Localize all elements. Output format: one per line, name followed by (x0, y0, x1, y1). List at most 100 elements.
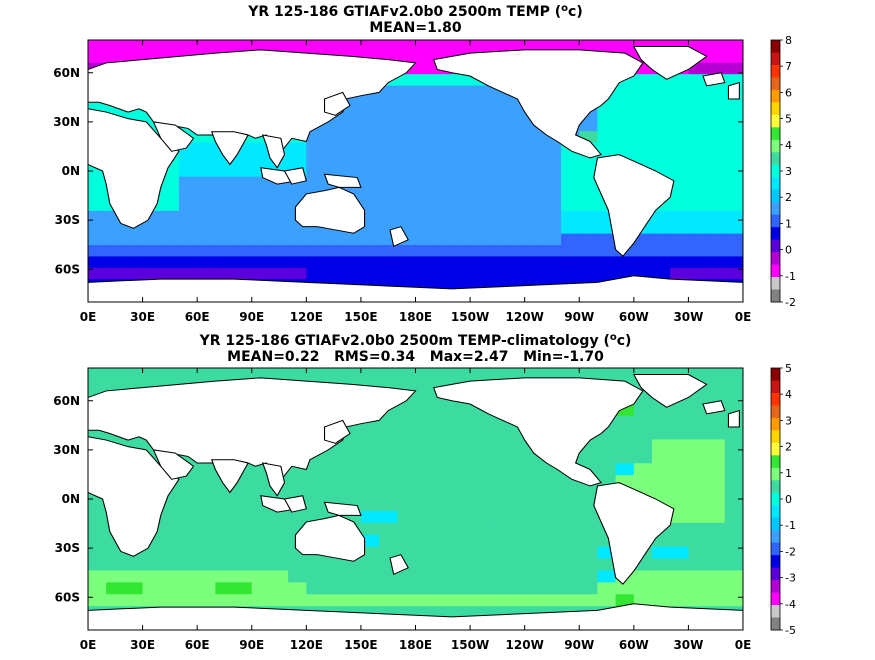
heatmap-cell (379, 199, 398, 212)
heatmap-cell (615, 463, 635, 476)
heatmap-cell (615, 415, 635, 429)
colorbar-tick-label: 8 (785, 34, 792, 47)
heatmap-cell (415, 165, 435, 178)
heatmap-cell (579, 176, 599, 189)
heatmap-cell (688, 451, 708, 464)
heatmap-cell (488, 153, 508, 166)
colorbar: 8 7 6 5 4 3 2 1 0 -1 -2 (770, 34, 796, 309)
heatmap-cell (433, 546, 453, 560)
heatmap-cell (197, 142, 216, 155)
heatmap-cell (306, 153, 326, 166)
heatmap-cell (197, 499, 216, 512)
heatmap-cell (160, 267, 180, 280)
heatmap-cell (451, 499, 471, 512)
heatmap-cell (470, 415, 489, 429)
x-tick-label: 150W (451, 638, 489, 652)
heatmap-cell (360, 165, 380, 178)
heatmap-cell (633, 475, 653, 488)
heatmap-cell (652, 267, 671, 280)
heatmap-cell (415, 119, 435, 132)
heatmap-cell (88, 51, 107, 64)
heatmap-cell (724, 391, 743, 405)
colorbar-swatch (771, 592, 780, 606)
heatmap-cell (233, 499, 253, 512)
heatmap-cell (488, 594, 508, 607)
heatmap-cell (633, 108, 653, 121)
heatmap-cell (688, 403, 708, 417)
heatmap-cell (488, 499, 508, 512)
heatmap-cell (724, 40, 743, 52)
heatmap-cell (706, 153, 726, 166)
heatmap-cell (415, 368, 435, 381)
heatmap-cell (615, 594, 635, 607)
heatmap-cell (215, 40, 235, 52)
heatmap-cell (542, 188, 562, 201)
heatmap-cell (251, 558, 271, 572)
heatmap-cell (306, 256, 326, 269)
heatmap-cell (597, 119, 617, 132)
heatmap-cell (415, 245, 435, 258)
heatmap-cell (615, 119, 635, 132)
heatmap-cell (488, 546, 508, 560)
heatmap-cell (106, 368, 125, 381)
y-tick-label: 60S (55, 262, 80, 276)
heatmap-cell (724, 510, 743, 524)
heatmap-cell (342, 245, 362, 258)
heatmap-cell (524, 510, 544, 524)
heatmap-cell (324, 570, 344, 583)
heatmap-cell (488, 210, 508, 223)
colorbar-swatch (771, 430, 780, 444)
heatmap-cell (561, 522, 580, 536)
heatmap-cell (415, 522, 435, 536)
heatmap-cell (670, 233, 690, 246)
x-tick-label: 60E (185, 310, 210, 324)
heatmap-cell (451, 510, 471, 524)
heatmap-cell (415, 510, 435, 524)
heatmap-cell (597, 582, 617, 595)
heatmap-cell (251, 510, 271, 524)
heatmap-cell (88, 96, 107, 109)
heatmap-cell (306, 142, 326, 155)
heatmap-cell (142, 51, 162, 64)
heatmap-cell (633, 96, 653, 109)
heatmap-cell (597, 570, 617, 583)
heatmap-cell (306, 165, 326, 178)
heatmap-cell (724, 153, 743, 166)
heatmap-cell (542, 153, 562, 166)
heatmap-cell (269, 582, 289, 595)
heatmap-cell (542, 487, 562, 500)
heatmap-cell (451, 570, 471, 583)
heatmap-cell (506, 222, 526, 235)
heatmap-cell (706, 558, 726, 572)
heatmap-cell (724, 267, 743, 280)
x-tick-label: 180E (399, 310, 432, 324)
heatmap-cell (342, 451, 362, 464)
heatmap-cell (561, 176, 580, 189)
y-tick-label: 30S (55, 213, 80, 227)
x-tick-label: 30E (130, 310, 155, 324)
heatmap-cell (142, 582, 162, 595)
heatmap-cell (706, 199, 726, 212)
heatmap-cell (397, 199, 417, 212)
heatmap-cell (142, 256, 162, 269)
heatmap-cell (652, 570, 671, 583)
heatmap-cell (124, 245, 144, 258)
heatmap-cell (251, 199, 271, 212)
heatmap-cell (470, 153, 489, 166)
heatmap-cell (178, 594, 198, 607)
heatmap-cell (561, 153, 580, 166)
heatmap-cell (415, 475, 435, 488)
heatmap-cell (379, 451, 398, 464)
heatmap-cell (342, 233, 362, 246)
heatmap-cell (470, 142, 489, 155)
heatmap-cell (342, 487, 362, 500)
heatmap-cell (360, 199, 380, 212)
heatmap-cell (652, 439, 671, 452)
heatmap-cell (415, 267, 435, 280)
heatmap-cell (88, 40, 107, 52)
heatmap-cell (160, 558, 180, 572)
heatmap-cell (306, 594, 326, 607)
colorbar-swatch (771, 114, 780, 128)
heatmap-cell (706, 582, 726, 595)
heatmap-cell (288, 256, 307, 269)
